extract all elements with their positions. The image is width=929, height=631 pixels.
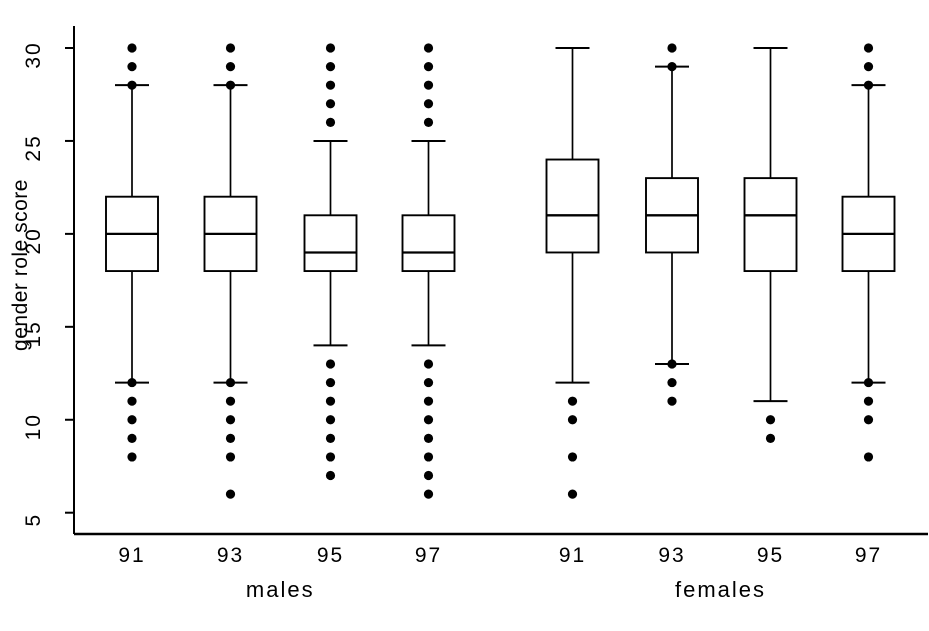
x-label-males-93: 93 — [217, 544, 244, 567]
box-females-97-outlier-dot — [863, 377, 874, 388]
box-males-97-outlier-dot — [423, 452, 434, 462]
box-males-91-outlier-dot — [127, 415, 137, 425]
y-tick-label: 15 — [22, 320, 45, 347]
x-label-females-93: 93 — [658, 544, 685, 567]
box-females-93-outlier-dot — [667, 61, 677, 72]
box-females-91-iqr — [545, 158, 600, 254]
group-label-males: males — [246, 577, 315, 602]
box-males-97-outlier-dot — [423, 470, 434, 481]
box-females-91-outlier-dot — [567, 489, 578, 499]
box-females-93-outlier-dot — [667, 43, 677, 53]
box-females-91-outlier-dot — [567, 452, 578, 462]
box-males-95-outlier-dot — [325, 452, 336, 462]
group-label-females: females — [675, 577, 766, 602]
box-males-97-outlier-dot — [423, 117, 434, 127]
box-females-91-outlier-dot — [567, 415, 578, 425]
box-males-95-outlier-dot — [325, 43, 336, 53]
box-females-93-outlier-dot — [667, 396, 677, 406]
box-males-93-outlier-dot — [225, 43, 236, 53]
box-males-95-outlier-dot — [325, 117, 336, 127]
box-males-95-outlier-dot — [325, 61, 336, 72]
box-males-91-outlier-dot — [127, 377, 137, 388]
box-males-93-outlier-dot — [225, 80, 236, 90]
box-males-95-outlier-dot — [325, 80, 336, 90]
box-males-97-outlier-dot — [423, 359, 434, 369]
box-males-95-iqr — [303, 214, 358, 273]
box-males-97-iqr — [401, 214, 456, 273]
x-label-females-97: 97 — [855, 544, 882, 567]
box-males-93-outlier-dot — [225, 415, 236, 425]
box-males-97-outlier-dot — [423, 61, 434, 72]
box-males-97-outlier-dot — [423, 377, 434, 388]
box-females-91-outlier-dot — [567, 396, 578, 406]
y-tick-label: 30 — [22, 41, 45, 68]
box-males-93-outlier-dot — [225, 452, 236, 462]
box-males-91-outlier-dot — [127, 43, 137, 53]
box-males-97-outlier-dot — [423, 433, 434, 443]
box-females-97-outlier-dot — [863, 452, 874, 462]
x-label-males-91: 91 — [118, 544, 145, 567]
box-females-97-outlier-dot — [863, 80, 874, 90]
box-males-97-outlier-dot — [423, 415, 434, 425]
x-label-females-91: 91 — [559, 544, 586, 567]
y-tick-label: 5 — [22, 513, 45, 527]
box-males-97-outlier-dot — [423, 396, 434, 406]
y-tick-label: 10 — [22, 413, 45, 440]
box-males-91-outlier-dot — [127, 433, 137, 443]
box-males-95-outlier-dot — [325, 415, 336, 425]
box-males-91-outlier-dot — [127, 452, 137, 462]
y-axis-title: gender role score — [9, 179, 32, 351]
box-males-93-outlier-dot — [225, 433, 236, 443]
box-males-97-outlier-dot — [423, 489, 434, 499]
box-females-97-outlier-dot — [863, 61, 874, 72]
box-males-93-outlier-dot — [225, 489, 236, 499]
box-males-95-outlier-dot — [325, 433, 336, 443]
box-females-97-outlier-dot — [863, 396, 874, 406]
box-males-95-outlier-dot — [325, 470, 336, 481]
box-males-95-outlier-dot — [325, 99, 336, 109]
box-females-95-iqr — [743, 177, 798, 273]
box-males-97-outlier-dot — [423, 43, 434, 53]
box-males-95-outlier-dot — [325, 359, 336, 369]
box-females-93-outlier-dot — [667, 359, 677, 369]
box-males-91-outlier-dot — [127, 396, 137, 406]
x-label-females-95: 95 — [757, 544, 784, 567]
box-males-97-outlier-dot — [423, 99, 434, 109]
box-females-97-outlier-dot — [863, 43, 874, 53]
box-males-93-outlier-dot — [225, 396, 236, 406]
box-males-95-outlier-dot — [325, 377, 336, 388]
x-label-males-95: 95 — [317, 544, 344, 567]
box-males-91-outlier-dot — [127, 61, 137, 72]
box-males-93-outlier-dot — [225, 377, 236, 388]
box-females-95-outlier-dot — [765, 433, 776, 443]
box-females-97-outlier-dot — [863, 415, 874, 425]
box-females-93-outlier-dot — [667, 377, 677, 388]
box-males-93-outlier-dot — [225, 61, 236, 72]
x-label-males-97: 97 — [415, 544, 442, 567]
box-males-91-outlier-dot — [127, 80, 137, 90]
y-tick-label: 25 — [22, 134, 45, 161]
box-males-97-outlier-dot — [423, 80, 434, 90]
box-females-95-outlier-dot — [765, 415, 776, 425]
box-males-95-outlier-dot — [325, 396, 336, 406]
y-tick-label: 20 — [22, 227, 45, 254]
